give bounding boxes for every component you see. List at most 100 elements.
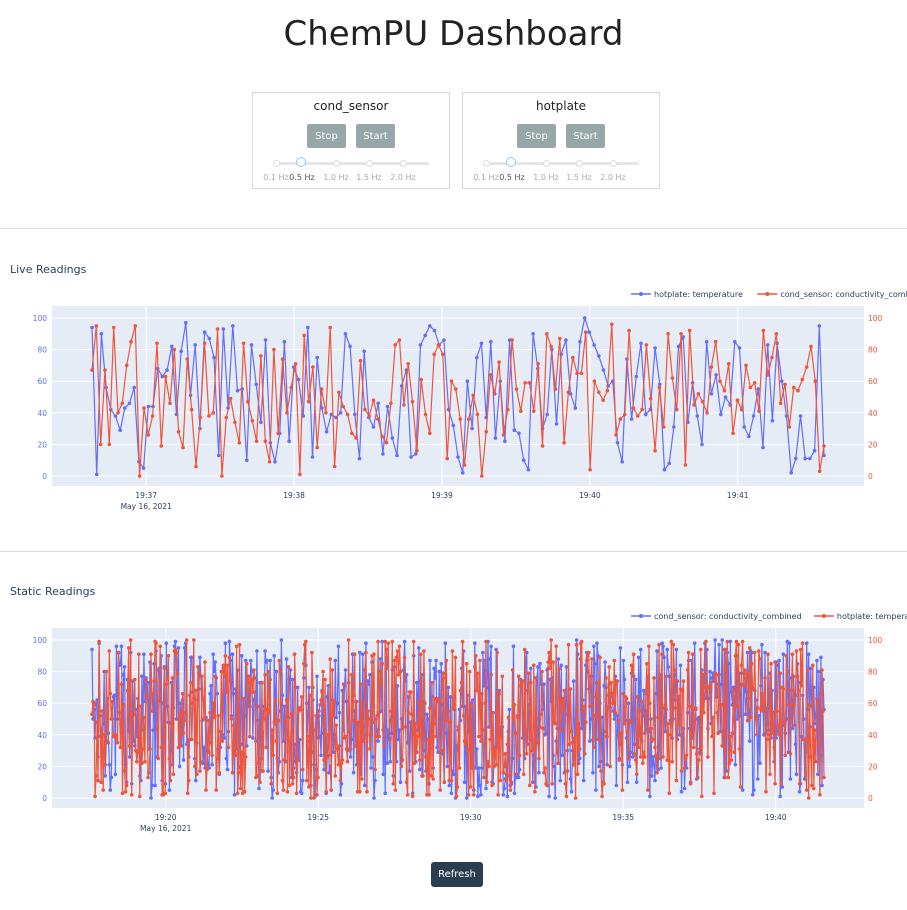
data-point: [793, 742, 798, 747]
slider-dot[interactable]: [483, 160, 490, 167]
slider-dot[interactable]: [610, 160, 617, 167]
data-point: [737, 346, 742, 350]
data-point: [109, 775, 114, 780]
data-point: [243, 658, 248, 663]
data-point: [507, 338, 512, 342]
data-point: [132, 385, 136, 390]
data-point: [100, 709, 104, 713]
slider-mark[interactable]: 2.0 Hz: [390, 173, 416, 182]
slider-mark[interactable]: 1.0 Hz: [533, 173, 559, 182]
slider-dot[interactable]: [400, 160, 407, 167]
data-point: [765, 373, 770, 377]
data-point: [712, 791, 716, 796]
data-point: [501, 770, 506, 775]
data-point: [743, 684, 748, 688]
slider-handle[interactable]: [506, 157, 516, 167]
data-point: [249, 343, 254, 347]
frequency-slider[interactable]: 0.1 Hz 0.5 Hz 1.0 Hz 1.5 Hz 2.0 Hz: [473, 157, 641, 187]
data-point: [770, 731, 774, 735]
data-point: [510, 338, 514, 342]
live-readings-chart[interactable]: 0 20 40 60 80 100 0 20 40 60 80 100 19:37 May 16, 202…: [0, 280, 907, 515]
data-point: [266, 769, 270, 773]
start-button[interactable]: Start: [566, 124, 605, 148]
data-point: [470, 426, 474, 431]
data-point: [494, 763, 499, 767]
slider-dot[interactable]: [273, 160, 280, 167]
data-point: [748, 385, 753, 390]
data-point: [584, 720, 588, 724]
data-point: [780, 785, 785, 789]
data-point: [662, 467, 667, 472]
data-point: [562, 441, 566, 445]
slider-mark[interactable]: 0.5 Hz: [499, 173, 525, 182]
data-point: [780, 379, 784, 383]
data-point: [121, 673, 126, 677]
data-point: [93, 794, 97, 799]
data-point: [223, 641, 228, 645]
stop-button[interactable]: Stop: [307, 124, 346, 148]
data-point: [239, 750, 244, 754]
slider-dot[interactable]: [333, 160, 340, 167]
slider-mark[interactable]: 1.0 Hz: [323, 173, 349, 182]
data-point: [189, 680, 193, 685]
data-point: [415, 448, 419, 453]
data-point: [752, 381, 757, 385]
data-point: [339, 761, 344, 765]
data-point: [600, 715, 604, 720]
slider-mark[interactable]: 1.5 Hz: [566, 173, 592, 182]
slider-dot[interactable]: [543, 160, 550, 167]
slider-mark[interactable]: 1.5 Hz: [356, 173, 382, 182]
data-point: [441, 671, 446, 675]
data-point: [345, 759, 350, 764]
data-point: [683, 756, 688, 761]
data-point: [327, 753, 332, 758]
data-point: [231, 691, 236, 696]
x-tick-label: 19:20: [155, 813, 177, 822]
data-point: [603, 729, 607, 734]
data-point: [123, 406, 127, 410]
x-tick-label: 19:30: [460, 813, 482, 822]
slider-rail[interactable]: [273, 162, 429, 165]
slider-mark[interactable]: 0.5 Hz: [289, 173, 315, 182]
data-point: [276, 431, 281, 436]
data-point: [636, 414, 640, 418]
data-point: [589, 717, 593, 721]
data-point: [396, 673, 401, 677]
data-point: [199, 759, 203, 764]
data-point: [345, 412, 350, 417]
slider-mark[interactable]: 2.0 Hz: [600, 173, 626, 182]
data-point: [733, 654, 738, 658]
data-point: [775, 709, 779, 713]
data-point: [796, 688, 801, 693]
start-button[interactable]: Start: [356, 124, 395, 148]
refresh-button[interactable]: Refresh: [431, 862, 483, 887]
data-point: [138, 794, 142, 799]
data-point: [110, 699, 115, 704]
slider-dot[interactable]: [366, 160, 373, 167]
data-point: [619, 731, 624, 735]
data-point: [519, 409, 523, 413]
slider-handle[interactable]: [296, 157, 306, 167]
data-point: [323, 677, 327, 682]
data-point: [508, 788, 513, 792]
slider-dot[interactable]: [576, 160, 583, 167]
data-point: [409, 712, 414, 717]
data-point: [230, 652, 235, 656]
data-point: [475, 747, 479, 751]
slider-rail[interactable]: [483, 162, 639, 165]
data-point: [615, 679, 620, 683]
data-point: [595, 641, 599, 645]
data-point: [412, 761, 417, 765]
data-point: [531, 332, 535, 336]
data-point: [503, 439, 507, 443]
frequency-slider[interactable]: 0.1 Hz 0.5 Hz 1.0 Hz 1.5 Hz 2.0 Hz: [263, 157, 431, 187]
data-point: [618, 417, 623, 421]
stop-button[interactable]: Stop: [517, 124, 556, 148]
static-readings-chart[interactable]: 0 20 40 60 80 100 0 20 40 60 80 100 19:20 May 16, 202…: [0, 602, 907, 837]
slider-mark[interactable]: 0.1 Hz: [263, 173, 289, 182]
data-point: [212, 715, 216, 720]
data-point: [108, 691, 113, 696]
data-point: [626, 701, 631, 705]
slider-mark[interactable]: 0.1 Hz: [473, 173, 499, 182]
data-point: [102, 733, 106, 737]
